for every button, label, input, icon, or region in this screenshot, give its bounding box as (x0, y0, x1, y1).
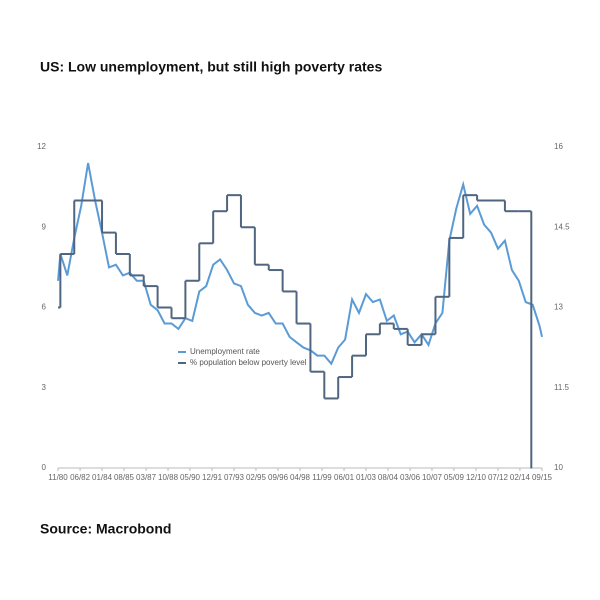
x-tick-label: 06/82 (70, 473, 91, 482)
x-tick-label: 03/87 (136, 473, 157, 482)
x-tick-label: 02/14 (510, 473, 531, 482)
x-tick-label: 01/03 (356, 473, 377, 482)
legend-label: % population below poverty level (190, 358, 307, 367)
y2-tick-label: 11.5 (554, 383, 570, 392)
x-tick-label: 11/80 (48, 473, 68, 482)
x-tick-label: 12/91 (202, 473, 223, 482)
x-tick-label: 06/01 (334, 473, 355, 482)
x-tick-label: 08/04 (378, 473, 399, 482)
y2-tick-label: 13 (554, 303, 563, 312)
y-tick-label: 12 (37, 142, 46, 151)
y2-tick-label: 16 (554, 142, 563, 151)
x-tick-label: 07/12 (488, 473, 509, 482)
x-tick-label: 11/99 (312, 473, 332, 482)
y2-tick-label: 10 (554, 463, 563, 472)
x-tick-label: 12/10 (466, 473, 487, 482)
x-tick-label: 01/84 (92, 473, 113, 482)
chart-title: US: Low unemployment, but still high pov… (40, 59, 382, 75)
legend-label: Unemployment rate (190, 347, 260, 356)
x-tick-label: 09/15 (532, 473, 553, 482)
x-tick-label: 08/85 (114, 473, 135, 482)
y-tick-label: 9 (42, 222, 47, 231)
x-tick-label: 04/98 (290, 473, 311, 482)
y-tick-label: 6 (42, 303, 47, 312)
x-tick-label: 10/07 (422, 473, 443, 482)
x-tick-label: 05/90 (180, 473, 201, 482)
x-tick-label: 03/06 (400, 473, 421, 482)
x-tick-label: 05/09 (444, 473, 465, 482)
x-tick-label: 07/93 (224, 473, 245, 482)
y-tick-label: 3 (42, 383, 47, 392)
x-tick-label: 02/95 (246, 473, 267, 482)
y2-tick-label: 14.5 (554, 222, 570, 231)
y-tick-label: 0 (42, 463, 47, 472)
x-tick-label: 10/88 (158, 473, 179, 482)
unemployment-line (57, 162, 543, 366)
x-tick-label: 09/96 (268, 473, 289, 482)
source-note: Source: Macrobond (40, 521, 171, 537)
